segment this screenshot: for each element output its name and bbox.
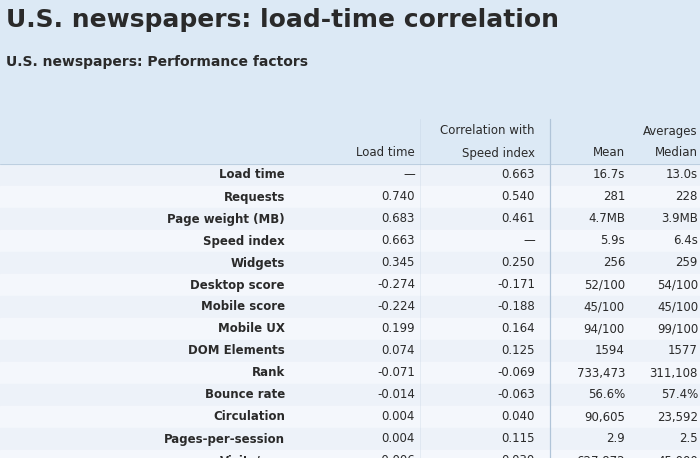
Text: Widgets: Widgets [230, 256, 285, 269]
Text: -0.171: -0.171 [497, 278, 535, 291]
Text: -0.014: -0.014 [377, 388, 415, 402]
Text: 1577: 1577 [668, 344, 698, 358]
Text: Rank: Rank [252, 366, 285, 380]
Text: —: — [524, 234, 535, 247]
Text: 2.5: 2.5 [680, 432, 698, 446]
Bar [0, 208, 700, 230]
Text: -0.071: -0.071 [377, 366, 415, 380]
Text: 0.740: 0.740 [382, 191, 415, 203]
Text: 2.9: 2.9 [606, 432, 625, 446]
Text: -0.006: -0.006 [377, 454, 415, 458]
Text: -0.224: -0.224 [377, 300, 415, 313]
Text: 45,000: 45,000 [657, 454, 698, 458]
Bar [0, 118, 700, 458]
Text: 0.663: 0.663 [501, 169, 535, 181]
Text: 0.004: 0.004 [382, 432, 415, 446]
Text: 256: 256 [603, 256, 625, 269]
Text: 0.040: 0.040 [502, 410, 535, 424]
Bar [0, 120, 700, 142]
Text: 0.345: 0.345 [382, 256, 415, 269]
Text: 13.0s: 13.0s [666, 169, 698, 181]
Text: U.S. newspapers: Performance factors: U.S. newspapers: Performance factors [6, 55, 308, 69]
Text: 259: 259 [676, 256, 698, 269]
Text: 57.4%: 57.4% [661, 388, 698, 402]
Bar [0, 450, 700, 458]
Text: U.S. newspapers: load-time correlation: U.S. newspapers: load-time correlation [6, 8, 559, 32]
Bar [0, 296, 700, 318]
Text: -0.274: -0.274 [377, 278, 415, 291]
Text: -0.069: -0.069 [497, 366, 535, 380]
Text: 16.7s: 16.7s [593, 169, 625, 181]
Text: 281: 281 [603, 191, 625, 203]
Bar [0, 142, 700, 164]
Text: Mean: Mean [593, 147, 625, 159]
Text: Speed index: Speed index [462, 147, 535, 159]
Bar [0, 340, 700, 362]
Text: Median: Median [655, 147, 698, 159]
Text: Speed index: Speed index [203, 234, 285, 247]
Bar [0, 406, 700, 428]
Text: 311,108: 311,108 [650, 366, 698, 380]
Text: 1594: 1594 [595, 344, 625, 358]
Text: Load time: Load time [356, 147, 415, 159]
Text: 0.164: 0.164 [501, 322, 535, 336]
Bar [0, 362, 700, 384]
Bar [0, 428, 700, 450]
Text: DOM Elements: DOM Elements [188, 344, 285, 358]
Bar [0, 384, 700, 406]
Text: 23,592: 23,592 [657, 410, 698, 424]
Text: 5.9s: 5.9s [601, 234, 625, 247]
Text: 45/100: 45/100 [657, 300, 698, 313]
Text: 0.030: 0.030 [502, 454, 535, 458]
Text: Mobile score: Mobile score [201, 300, 285, 313]
Text: Circulation: Circulation [213, 410, 285, 424]
Bar [0, 274, 700, 296]
Text: Pages-per-session: Pages-per-session [164, 432, 285, 446]
Text: 0.125: 0.125 [501, 344, 535, 358]
Text: 627,872: 627,872 [576, 454, 625, 458]
Text: 0.461: 0.461 [501, 213, 535, 225]
Text: 6.4s: 6.4s [673, 234, 698, 247]
Text: Bounce rate: Bounce rate [204, 388, 285, 402]
Text: 3.9MB: 3.9MB [661, 213, 698, 225]
Text: 56.6%: 56.6% [588, 388, 625, 402]
Text: 90,605: 90,605 [584, 410, 625, 424]
Text: 0.250: 0.250 [502, 256, 535, 269]
Text: 0.074: 0.074 [382, 344, 415, 358]
Text: Load time: Load time [219, 169, 285, 181]
Text: Requests: Requests [223, 191, 285, 203]
Bar [0, 318, 700, 340]
Text: 94/100: 94/100 [584, 322, 625, 336]
Text: 54/100: 54/100 [657, 278, 698, 291]
Text: Visits/mo.: Visits/mo. [220, 454, 285, 458]
Text: 0.540: 0.540 [502, 191, 535, 203]
Text: 4.7MB: 4.7MB [588, 213, 625, 225]
Bar [0, 252, 700, 274]
Bar [0, 164, 700, 186]
Text: 733,473: 733,473 [577, 366, 625, 380]
Text: 0.683: 0.683 [382, 213, 415, 225]
Text: —: — [403, 169, 415, 181]
Text: 99/100: 99/100 [657, 322, 698, 336]
Text: -0.188: -0.188 [497, 300, 535, 313]
Text: 0.115: 0.115 [501, 432, 535, 446]
Text: 0.663: 0.663 [382, 234, 415, 247]
Text: 228: 228 [676, 191, 698, 203]
Text: Desktop score: Desktop score [190, 278, 285, 291]
Text: Averages: Averages [643, 125, 698, 137]
Text: 0.199: 0.199 [382, 322, 415, 336]
Bar [0, 230, 700, 252]
Text: Page weight (MB): Page weight (MB) [167, 213, 285, 225]
Text: 52/100: 52/100 [584, 278, 625, 291]
Text: Mobile UX: Mobile UX [218, 322, 285, 336]
Bar [0, 186, 700, 208]
Text: 0.004: 0.004 [382, 410, 415, 424]
Text: 45/100: 45/100 [584, 300, 625, 313]
Text: Correlation with: Correlation with [440, 125, 535, 137]
Text: -0.063: -0.063 [497, 388, 535, 402]
